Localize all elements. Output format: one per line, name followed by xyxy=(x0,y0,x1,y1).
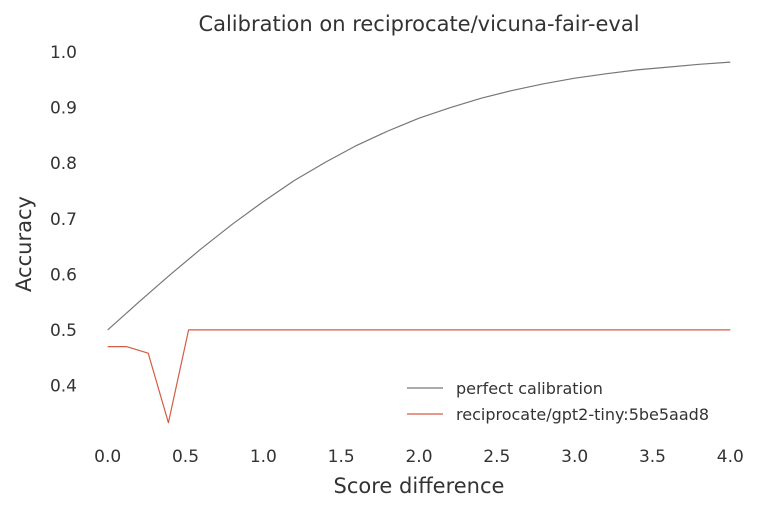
series-line-0 xyxy=(107,61,731,331)
x-axis-ticks: 0.0 0.5 1.0 1.5 2.0 2.5 3.0 3.5 4.0 xyxy=(94,447,744,467)
y-tick-label: 0.4 xyxy=(50,376,77,396)
x-tick-label: 1.0 xyxy=(250,447,277,467)
legend-label-1: reciprocate/gpt2-tiny:5be5aad8 xyxy=(456,405,709,424)
x-tick-label: 0.0 xyxy=(94,447,121,467)
x-tick-label: 4.0 xyxy=(717,447,744,467)
x-tick-label: 3.5 xyxy=(639,447,666,467)
y-tick-label: 0.9 xyxy=(50,99,77,119)
y-axis-ticks: 0.4 0.5 0.6 0.7 0.8 0.9 1.0 xyxy=(50,43,77,396)
legend-label-0: perfect calibration xyxy=(456,379,603,398)
y-tick-label: 0.7 xyxy=(50,210,77,230)
series-layer xyxy=(107,61,731,424)
legend: perfect calibration reciprocate/gpt2-tiny… xyxy=(407,379,709,424)
y-tick-label: 1.0 xyxy=(50,43,77,63)
chart-title: Calibration on reciprocate/vicuna-fair-e… xyxy=(198,12,639,36)
x-tick-label: 2.0 xyxy=(405,447,432,467)
y-tick-label: 0.6 xyxy=(50,265,77,285)
x-tick-label: 3.0 xyxy=(561,447,588,467)
y-axis-label: Accuracy xyxy=(12,196,36,292)
y-tick-label: 0.8 xyxy=(50,154,77,174)
series-line-1 xyxy=(107,329,731,424)
x-tick-label: 1.5 xyxy=(328,447,355,467)
y-tick-label: 0.5 xyxy=(50,321,77,341)
x-tick-label: 0.5 xyxy=(172,447,199,467)
x-axis-label: Score difference xyxy=(334,474,505,498)
x-tick-label: 2.5 xyxy=(483,447,510,467)
